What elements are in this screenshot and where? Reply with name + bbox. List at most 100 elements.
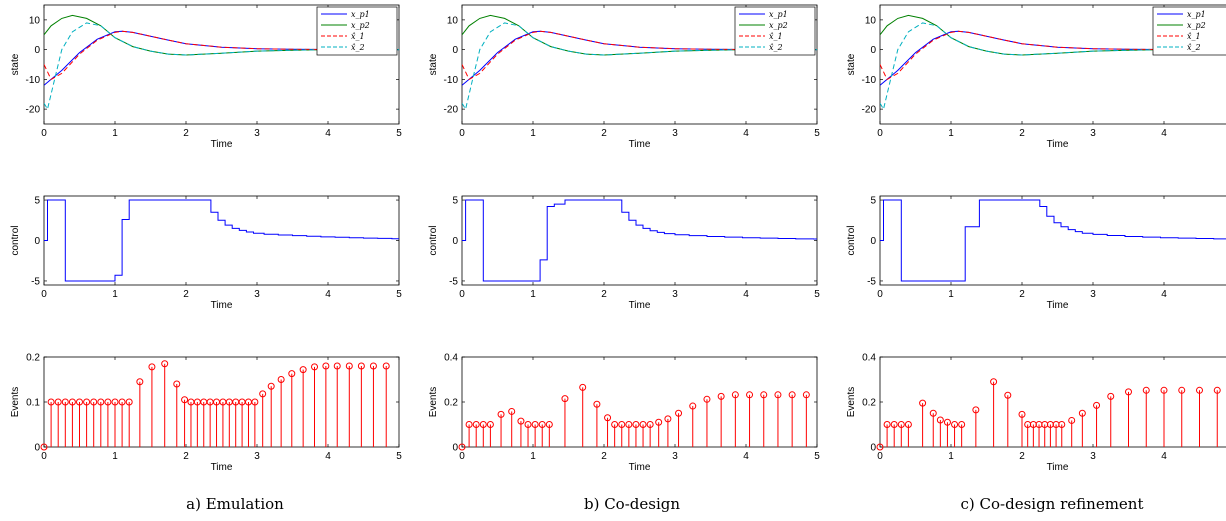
- panel-b-state-ylabel: state: [428, 53, 439, 75]
- panel-a-state-legend-label: x_p2: [351, 21, 370, 30]
- panel-b-events-stem-marker: [479, 421, 487, 428]
- panel-c-events-xtick-label: 0: [877, 451, 883, 462]
- panel-c-control-control-line: [880, 199, 1226, 282]
- panel-c-control-xtick-label: 2: [1019, 289, 1025, 300]
- panel-b-events-stem-marker: [731, 391, 739, 399]
- panel-c-events-stem-marker: [1004, 391, 1012, 399]
- panel-a-events-stem-marker: [299, 366, 307, 374]
- panel-a-events-stem-marker: [369, 362, 377, 370]
- panel-b-events-stem-marker: [472, 421, 480, 428]
- panel-b-events-stem-marker: [774, 391, 782, 399]
- panel-c-events-stem-marker: [1107, 392, 1115, 400]
- panel-b-control-ylabel: control: [428, 225, 439, 255]
- panel-c-state-xlabel: Time: [1047, 139, 1069, 150]
- panel-c-state-ylabel: state: [846, 53, 857, 75]
- panel-a-events-stem-marker: [357, 362, 365, 370]
- panel-c-events-stem-marker: [929, 409, 937, 417]
- panel-b-state-legend-label: x̂_1: [769, 32, 783, 41]
- panel-b-events-stem-marker: [465, 421, 473, 428]
- panel-a-events-stem-marker: [382, 362, 390, 370]
- panel-a-state-ytick-label: 0: [34, 45, 40, 56]
- panel-b-state-xtick-label: 2: [601, 128, 607, 139]
- panel-c-control-ytick-label: 0: [870, 236, 876, 247]
- panel-c-events-stem-marker: [904, 421, 912, 428]
- panel-a-control-ylabel: control: [10, 225, 21, 255]
- panel-b-control-axes-frame: [461, 195, 818, 286]
- panel-b-events-stem-marker: [664, 415, 672, 423]
- caption-codesign-refinement: c) Co-design refinement: [960, 495, 1144, 513]
- panel-a-state-legend-label: x_p1: [351, 10, 370, 19]
- panel-a-control-xtick-label: 2: [183, 289, 189, 300]
- panel-a-state-ylabel: state: [10, 53, 21, 75]
- panel-a-events-stem-marker: [136, 378, 144, 386]
- panel-a-control-ytick-label: -5: [31, 276, 40, 287]
- panel-b-events-stem-marker: [593, 400, 601, 408]
- panel-c-control-ytick-label: -5: [867, 276, 876, 287]
- panel-a-control-xtick-label: 3: [254, 289, 260, 300]
- panel-c-events-stem-marker: [1125, 388, 1132, 396]
- panel-a-events-stem-marker: [267, 382, 275, 390]
- panel-b-control-ytick-label: -5: [449, 276, 458, 287]
- panel-b-events-stem-marker: [531, 421, 539, 428]
- panel-a-events-xtick-label: 1: [112, 451, 118, 462]
- panel-a-state-xtick-label: 2: [183, 128, 189, 139]
- panel-c-events-xtick-label: 4: [1161, 451, 1167, 462]
- panel-a-events-stem-marker: [277, 376, 285, 383]
- caption-codesign: b) Co-design: [583, 495, 681, 513]
- panel-c-state-legend-label: x̂_2: [1187, 43, 1201, 52]
- panel-c-events-xtick-label: 3: [1090, 451, 1096, 462]
- panel-a-state-legend-label: x̂_2: [351, 43, 365, 52]
- panel-c-events-stem-marker: [883, 421, 891, 428]
- panel-a-control-xtick-label: 5: [396, 289, 402, 300]
- panel-a-events-stem-marker: [173, 380, 181, 388]
- panel-c-state-legend-label: x̂_1: [1187, 32, 1201, 41]
- panel-b-state-ytick-label: 10: [447, 15, 459, 26]
- panel-b-events-ytick-label: 0: [452, 443, 458, 454]
- panel-c-control-ylabel: control: [846, 225, 857, 255]
- panel-a-state-ytick-label: -20: [26, 105, 41, 116]
- panel-c-events-stem-marker: [1058, 421, 1066, 428]
- panel-b-events-ytick-label: 0.2: [444, 398, 458, 409]
- panel-c-events-stem-marker: [1068, 416, 1076, 424]
- panel-b-state-legend-label: x_p2: [769, 21, 788, 30]
- panel-b-events-stem-marker: [802, 391, 810, 399]
- panel-c-state-ytick-label: -20: [862, 105, 877, 116]
- panel-b-control-xtick-label: 3: [672, 289, 678, 300]
- panel-c-events-xtick-label: 2: [1019, 451, 1025, 462]
- panel-b-events-xtick-label: 4: [743, 451, 749, 462]
- panel-b-events-stem-marker: [486, 421, 494, 428]
- panel-b-control-xtick-label: 2: [601, 289, 607, 300]
- panel-a-events-stem-marker: [333, 362, 341, 370]
- panel-b-state-ytick-label: -20: [444, 105, 459, 116]
- panel-b-events-stem-marker: [517, 417, 525, 425]
- panel-c-state-xtick-label: 0: [877, 128, 883, 139]
- panel-a-events-stem-marker: [61, 398, 69, 406]
- panel-b-events-stem-marker: [524, 421, 532, 428]
- panel-c-events-stem-marker: [1178, 386, 1186, 394]
- panel-a-state-xtick-label: 4: [325, 128, 331, 139]
- panel-b-events-xtick-label: 3: [672, 451, 678, 462]
- panel-a-events-stem-marker: [54, 398, 62, 406]
- panel-c-state-ytick-label: 10: [865, 15, 877, 26]
- panel-b-control-ytick-label: 0: [452, 236, 458, 247]
- panel-a-events-xtick-label: 5: [396, 451, 402, 462]
- panel-c-events-stem-marker: [936, 416, 944, 424]
- panel-a-control-xtick-label: 1: [112, 289, 118, 300]
- panel-a-events-stem-marker: [118, 398, 126, 406]
- panel-a-state-xtick-label: 0: [41, 128, 47, 139]
- panel-a-events-xtick-label: 4: [325, 451, 331, 462]
- panel-c-control-xtick-label: 0: [877, 289, 883, 300]
- panel-b-events-stem-marker: [632, 421, 640, 428]
- panel-c-state-series-x1: [880, 30, 1226, 81]
- panel-a-events-stem-marker: [47, 398, 55, 406]
- panel-c-control-xtick-label: 4: [1161, 289, 1167, 300]
- panel-b-state-xtick-label: 3: [672, 128, 678, 139]
- panel-a-events-stem-marker: [288, 370, 296, 378]
- panel-b-state-plot: 0 1 2 3 4 5 -20 -10 0 10 Time state x_p1 x_p2 x̂_1 x̂_2: [428, 4, 820, 150]
- panel-a-events-stem-marker: [68, 398, 76, 406]
- panel-a-control-axes-frame: [43, 195, 400, 286]
- panel-c-events-stem-marker: [1078, 409, 1086, 417]
